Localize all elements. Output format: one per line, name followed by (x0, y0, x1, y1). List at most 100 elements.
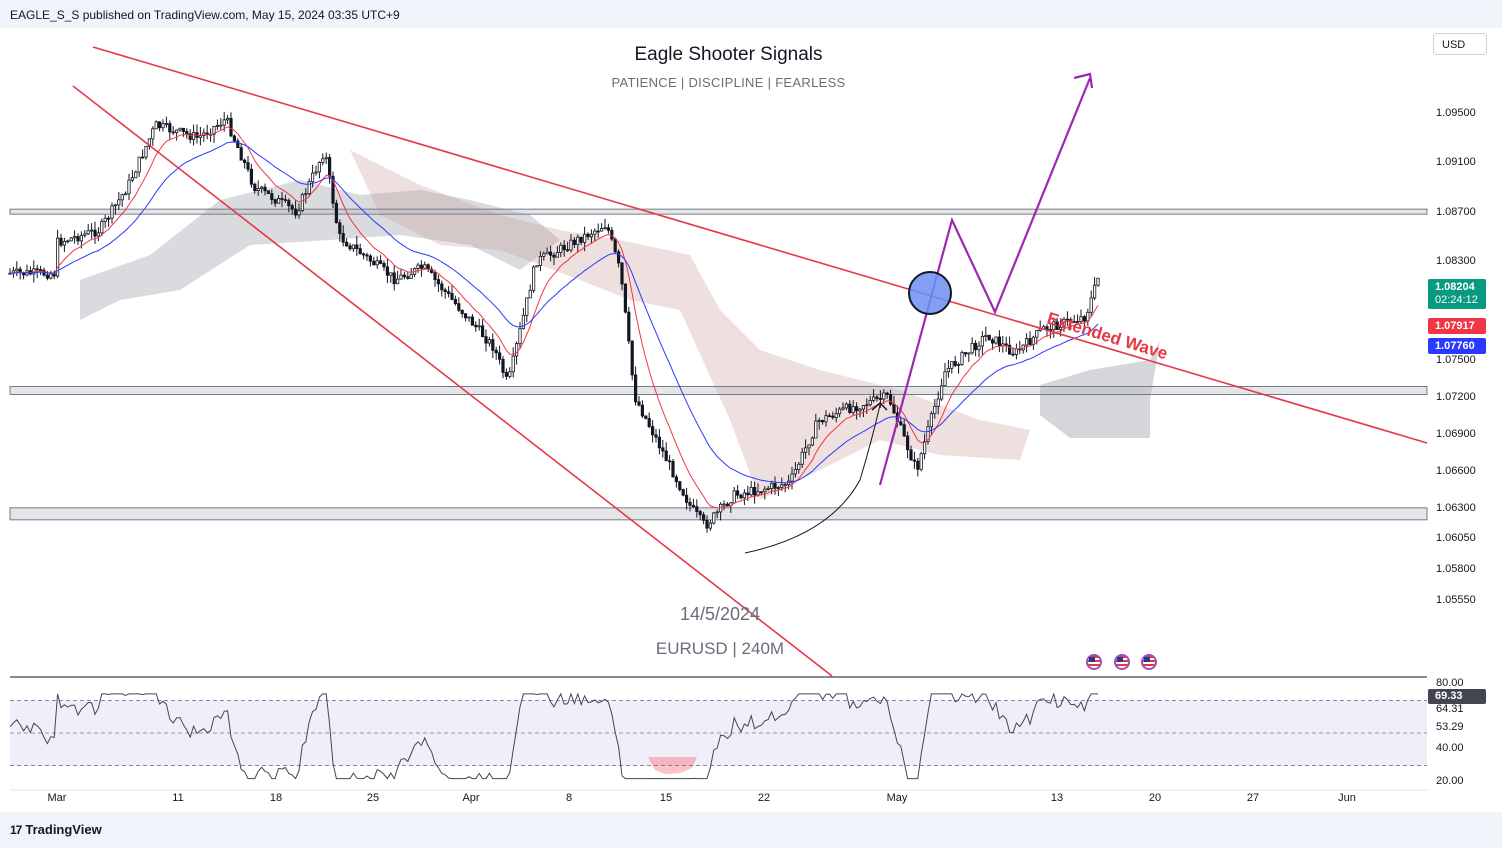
candle-body (103, 217, 107, 222)
candle-body (219, 124, 223, 127)
ema-slow-line (9, 141, 1099, 484)
price-tick-label: 1.07500 (1436, 353, 1476, 366)
candle-body (185, 131, 189, 135)
candle-body (215, 125, 219, 127)
candle-body (324, 157, 328, 160)
wave-projection[interactable] (878, 77, 1092, 486)
candle-body (232, 135, 236, 142)
candle-body (423, 264, 427, 269)
candle-body (579, 236, 583, 243)
horizontal-zone[interactable] (9, 208, 1428, 215)
economic-event-icon[interactable] (1141, 654, 1157, 670)
horizontal-zone[interactable] (9, 385, 1428, 395)
annotation-text[interactable]: Extended Wave (1045, 309, 1170, 364)
candle-body (440, 283, 444, 291)
candle-body (695, 506, 699, 512)
candle-body (882, 392, 886, 400)
candle-body (229, 117, 233, 137)
candle-body (586, 233, 590, 238)
candle-body (140, 156, 145, 159)
tradingview-logo[interactable]: 17 TradingView (10, 822, 102, 837)
candle-body (807, 444, 811, 449)
candle-body (409, 273, 413, 279)
time-tick-label: 18 (269, 792, 283, 804)
candle-body (402, 274, 407, 278)
candle-body (450, 293, 454, 300)
candle-body (987, 334, 991, 341)
candle-body (273, 199, 277, 204)
chart-pane[interactable] (10, 28, 1427, 810)
horizontal-zone[interactable] (9, 507, 1428, 521)
candle-body (83, 233, 87, 236)
candle-body (960, 352, 964, 365)
candle-body (130, 177, 134, 181)
candle-body (399, 274, 403, 280)
candle-body (96, 232, 100, 237)
candle-body (817, 420, 821, 422)
breakout-circle[interactable] (908, 271, 952, 315)
upper-trendline[interactable] (92, 46, 1428, 444)
price-tick-label: 1.06600 (1436, 464, 1476, 477)
candle-body (293, 208, 298, 216)
candle-body (834, 413, 838, 418)
candle-body (433, 272, 437, 280)
candle-body (566, 249, 570, 252)
economic-event-icon[interactable] (1114, 654, 1130, 670)
candle-body (810, 437, 815, 446)
candle-body (174, 129, 179, 134)
candle-body (780, 484, 784, 488)
ema-slow-tag: 1.07760 (1428, 338, 1486, 354)
candle-body (742, 492, 747, 499)
price-tick-label: 1.08300 (1436, 254, 1476, 267)
candle-body (627, 311, 631, 342)
candle-body (613, 238, 617, 253)
candle-body (1065, 318, 1069, 321)
candle-body (583, 233, 587, 243)
candle-body (647, 417, 651, 428)
price-scale[interactable] (1427, 28, 1502, 810)
projection-arrowhead (1073, 72, 1094, 89)
candle-body (494, 349, 498, 354)
rounding-arc[interactable] (744, 404, 881, 554)
candle-body (572, 239, 577, 245)
candle-body (909, 449, 913, 461)
candle-body (463, 313, 468, 319)
candle-body (266, 190, 271, 194)
candle-body (317, 162, 322, 173)
chart-title: Eagle Shooter Signals (634, 44, 823, 65)
time-tick-label: 20 (1148, 792, 1162, 804)
economic-event-icon[interactable] (1086, 654, 1102, 670)
candle-body (161, 123, 165, 129)
candle-body (515, 343, 519, 357)
time-tick-label: 25 (366, 792, 380, 804)
candle-body (634, 374, 638, 403)
candle-body (487, 339, 492, 344)
currency-button[interactable]: USD (1433, 33, 1487, 55)
candle-body (630, 340, 634, 376)
publisher-info: EAGLE_S_S published on TradingView.com, … (10, 8, 400, 22)
candle-body (1096, 277, 1100, 286)
bottom-bar: 17 TradingView (0, 812, 1502, 848)
candle-body (1069, 319, 1073, 323)
rsi-oversold-fill (648, 757, 697, 774)
candle-body (134, 171, 138, 179)
candle-body (321, 158, 325, 163)
candle-body (600, 228, 604, 232)
rsi-tick-label: 80.00 (1436, 677, 1464, 690)
candle-body (1076, 321, 1080, 323)
candle-body (936, 398, 940, 407)
candle-body (35, 268, 39, 271)
candle-body (477, 325, 481, 328)
candle-body (596, 230, 600, 233)
candle-body (916, 460, 920, 470)
cloud-area (80, 180, 560, 320)
candle-body (290, 205, 294, 210)
candle-body (334, 202, 339, 224)
candle-body (967, 352, 971, 355)
candle-body (1008, 344, 1012, 355)
candle-body (994, 336, 998, 344)
candle-body (855, 406, 859, 412)
candle-body (691, 504, 696, 508)
lower-trendline[interactable] (72, 85, 833, 677)
